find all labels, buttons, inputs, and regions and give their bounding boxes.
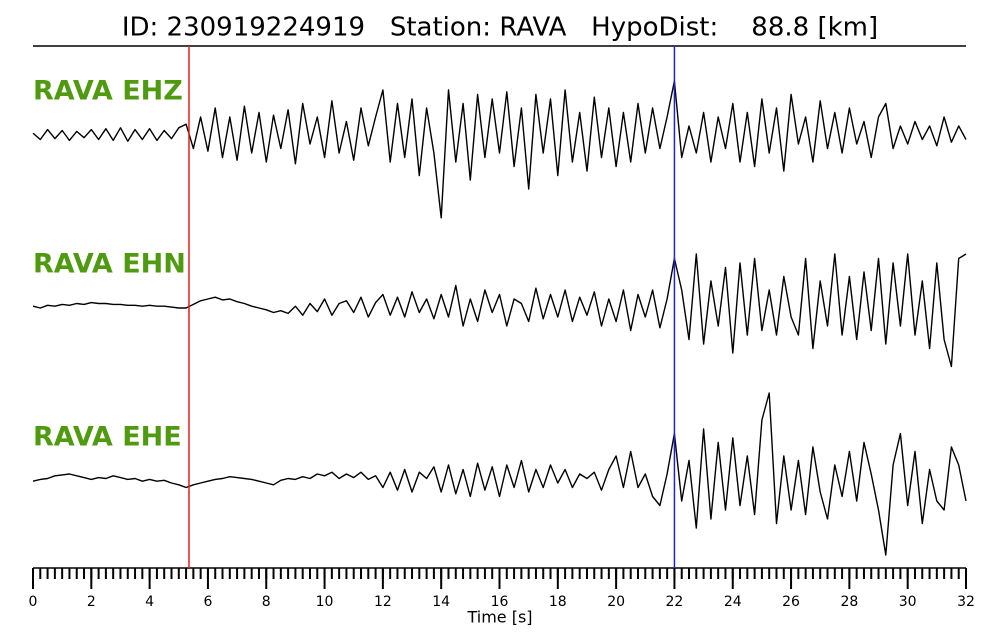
x-tick-label: 20 xyxy=(607,594,625,610)
trace-label: RAVA EHZ xyxy=(33,76,183,107)
x-tick-label: 16 xyxy=(491,594,509,610)
trace-label: RAVA EHE xyxy=(33,422,182,453)
chart-title: ID: 230919224919 Station: RAVA HypoDist:… xyxy=(122,13,878,43)
x-tick-label: 0 xyxy=(29,594,38,610)
x-tick-label: 28 xyxy=(840,594,858,610)
trace-label: RAVA EHN xyxy=(33,249,186,280)
x-tick-label: 32 xyxy=(957,594,975,610)
x-tick-label: 24 xyxy=(724,594,742,610)
x-tick-label: 2 xyxy=(87,594,96,610)
x-tick-label: 10 xyxy=(316,594,334,610)
x-axis-label: Time [s] xyxy=(466,608,532,627)
x-tick-label: 8 xyxy=(262,594,271,610)
x-tick-label: 12 xyxy=(374,594,392,610)
x-tick-label: 4 xyxy=(145,594,154,610)
x-tick-label: 30 xyxy=(899,594,917,610)
x-tick-label: 6 xyxy=(203,594,212,610)
x-tick-label: 22 xyxy=(666,594,684,610)
x-tick-label: 26 xyxy=(782,594,800,610)
x-tick-label: 14 xyxy=(432,594,450,610)
x-tick-label: 18 xyxy=(549,594,567,610)
